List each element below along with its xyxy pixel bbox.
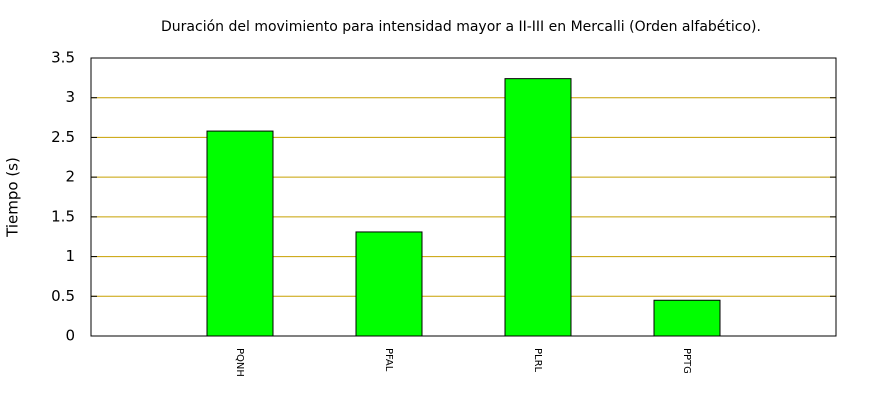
x-tick-label: PQNH [234,348,245,377]
y-tick-label: 1.5 [51,207,75,225]
x-tick-label: PPTG [681,348,692,374]
chart-title: Duración del movimiento para intensidad … [161,19,761,35]
bar [206,130,274,337]
y-tick-label: 3.5 [51,49,75,67]
y-axis-label: Tiempo (s) [4,157,22,238]
y-tick-label: 2.5 [51,128,75,146]
y-tick-label: 0.5 [51,287,75,305]
y-tick-label: 2 [65,168,75,186]
bar [504,78,572,337]
x-tick-label: PFAL [383,348,394,372]
y-tick-label: 0 [65,327,75,345]
y-tick-label: 3 [65,88,75,106]
bar [653,299,721,337]
bar [355,231,423,337]
plot-border [90,57,837,337]
y-tick-label: 1 [65,247,75,265]
x-tick-label: PLRL [532,348,543,373]
